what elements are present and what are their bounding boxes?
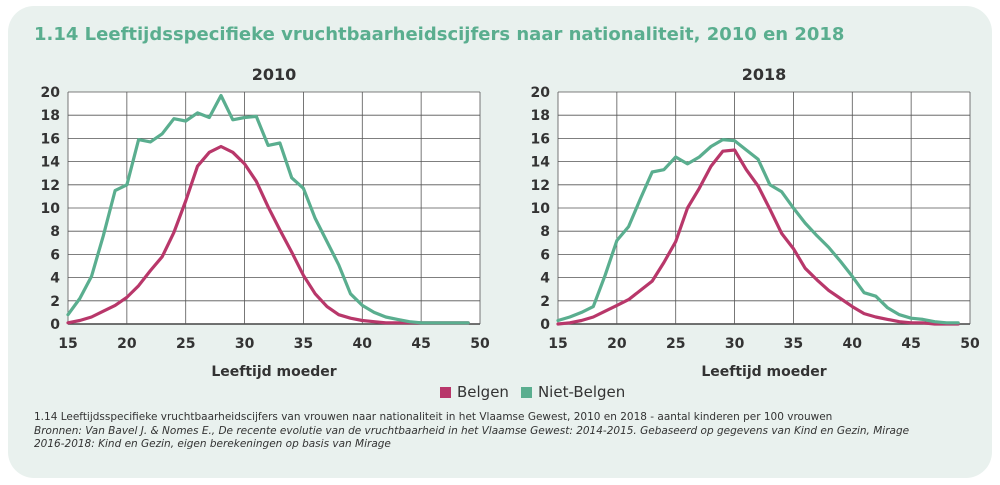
figure-title: 1.14 Leeftijdsspecifieke vruchtbaarheids… — [34, 24, 845, 45]
chart-title: 2018 — [742, 65, 787, 84]
y-tick-label: 20 — [531, 85, 551, 101]
x-tick-label: 15 — [58, 336, 77, 352]
y-tick-label: 18 — [41, 108, 60, 124]
x-tick-label: 25 — [666, 336, 685, 352]
y-tick-label: 18 — [531, 108, 550, 124]
series-line-niet-belgen — [556, 138, 960, 325]
y-tick-label: 0 — [50, 317, 60, 333]
x-tick-label: 35 — [784, 336, 803, 352]
y-tick-label: 12 — [531, 178, 550, 194]
x-tick-label: 45 — [901, 336, 920, 352]
x-tick-label: 20 — [117, 336, 137, 352]
footnote-source-1: Bronnen: Van Bavel J. & Nomes E., De rec… — [34, 424, 910, 437]
y-tick-label: 20 — [41, 85, 61, 101]
x-axis-label: Leeftijd moeder — [701, 364, 826, 380]
x-tick-label: 25 — [176, 336, 195, 352]
y-tick-label: 4 — [50, 271, 60, 287]
x-tick-label: 50 — [470, 336, 490, 352]
chart-2018: 0 2 4 6 8 10 12 14 16 18 20 15 20 25 30 35 40 45 50 2018 Lee… — [531, 65, 980, 380]
y-tick-label: 2 — [50, 294, 60, 310]
series-line-belgen — [556, 148, 960, 326]
y-tick-label: 16 — [41, 131, 60, 147]
x-tick-label: 40 — [843, 336, 863, 352]
legend: Belgen Niet-Belgen — [440, 383, 637, 401]
footnote-caption: 1.14 Leeftijdsspecifieke vruchtbaarheids… — [34, 411, 833, 423]
y-tick-label: 6 — [540, 247, 550, 263]
y-tick-label: 8 — [50, 224, 60, 240]
x-tick-label: 30 — [725, 336, 745, 352]
series-line-belgen — [66, 144, 470, 325]
chart-title: 2010 — [252, 65, 297, 84]
y-tick-label: 2 — [540, 294, 550, 310]
footnote-source-2: 2016-2018: Kind en Gezin, eigen berekeni… — [34, 438, 391, 450]
legend-item-niet-belgen: Niet-Belgen — [520, 383, 626, 401]
x-tick-label: 20 — [607, 336, 627, 352]
y-tick-label: 4 — [540, 271, 550, 287]
x-axis-label: Leeftijd moeder — [211, 364, 336, 380]
y-tick-label: 10 — [531, 201, 551, 217]
x-tick-label: 30 — [235, 336, 255, 352]
x-tick-label: 35 — [294, 336, 313, 352]
legend-label-niet-belgen: Niet-Belgen — [537, 383, 626, 401]
x-tick-label: 15 — [548, 336, 567, 352]
legend-swatch-belgen — [440, 386, 451, 398]
series-line-niet-belgen — [66, 93, 470, 325]
y-tick-label: 14 — [531, 155, 551, 171]
y-tick-label: 6 — [50, 247, 60, 263]
x-tick-label: 40 — [353, 336, 373, 352]
x-tick-label: 50 — [960, 336, 980, 352]
x-tick-label: 45 — [411, 336, 430, 352]
legend-label-belgen: Belgen — [457, 383, 509, 401]
y-tick-label: 16 — [531, 131, 550, 147]
chart-2010: 0 2 4 6 8 10 12 14 16 18 20 15 20 25 30 35 40 45 50 2010 Lee… — [41, 65, 490, 380]
legend-item-belgen: Belgen — [440, 383, 509, 401]
y-tick-label: 8 — [540, 224, 550, 240]
legend-swatch-niet-belgen — [520, 386, 532, 398]
y-tick-label: 10 — [41, 201, 61, 217]
y-tick-label: 14 — [41, 155, 61, 171]
footnote: 1.14 Leeftijdsspecifieke vruchtbaarheids… — [34, 411, 964, 452]
y-tick-label: 0 — [540, 317, 550, 333]
y-tick-label: 12 — [41, 178, 60, 194]
